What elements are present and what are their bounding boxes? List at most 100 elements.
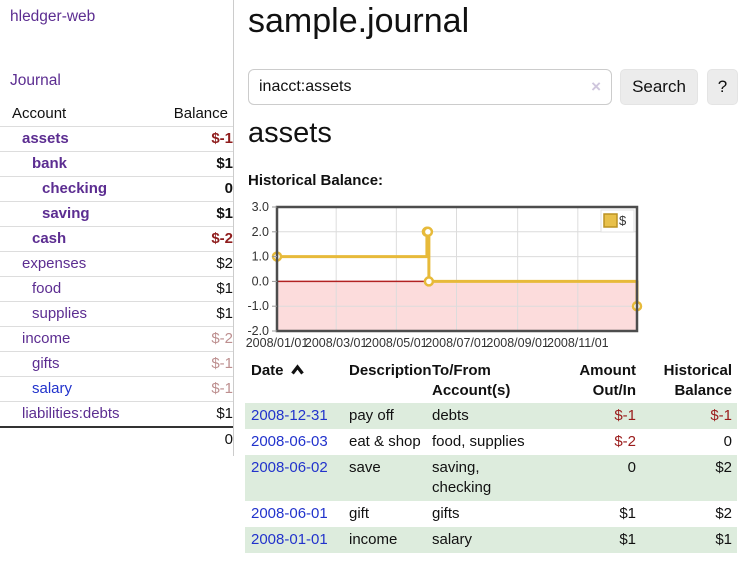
- account-row: expenses $2: [0, 251, 233, 277]
- account-name-cell: checking: [0, 176, 156, 202]
- page-title: sample.journal: [248, 2, 470, 40]
- date-header-label: Date: [251, 362, 284, 379]
- account-balance: $-2: [155, 226, 233, 252]
- account-name-cell: assets: [0, 127, 156, 152]
- account-link[interactable]: expenses: [22, 255, 87, 272]
- account-link[interactable]: checking: [42, 180, 108, 197]
- account-link[interactable]: supplies: [32, 305, 88, 322]
- svg-text:2008/05/01: 2008/05/01: [365, 336, 428, 350]
- transaction-date-cell: 2008-06-03: [245, 429, 345, 455]
- account-link[interactable]: bank: [32, 155, 68, 172]
- transaction-balance: $2: [715, 505, 732, 522]
- account-row: supplies $1: [0, 301, 233, 327]
- account-row: food $1: [0, 276, 233, 302]
- svg-text:-1.0: -1.0: [247, 299, 269, 313]
- transaction-row: 2008-06-01 gift gifts $1 $2: [245, 501, 737, 527]
- search-input-wrap: ×: [248, 69, 612, 105]
- account-name-cell: supplies: [0, 301, 156, 327]
- account-link[interactable]: liabilities:debts: [22, 405, 120, 422]
- column-header-accounts: To/From Account(s): [432, 362, 511, 399]
- accounts-table-body: assets $-1 bank $1 checking 0 saving $1 cash $-2 e…: [0, 127, 233, 427]
- accounts-total-value: 0: [155, 426, 233, 452]
- register-table-body: 2008-12-31 pay off debts $-1 $-1 2008-06-03 ea…: [245, 403, 737, 553]
- account-row: assets $-1: [0, 127, 233, 152]
- transaction-date-link[interactable]: 2008-06-03: [251, 433, 328, 450]
- transaction-accounts: debts: [432, 407, 469, 424]
- transaction-date-link[interactable]: 2008-01-01: [251, 531, 328, 548]
- account-row: gifts $-1: [0, 351, 233, 377]
- account-balance: $1: [155, 276, 233, 302]
- register-header-row: Date Description To/From Account(s) Amou…: [245, 359, 737, 403]
- account-link[interactable]: salary: [32, 380, 73, 397]
- transaction-row: 2008-01-01 income salary $1 $1: [245, 527, 737, 553]
- account-name-cell: gifts: [0, 351, 156, 377]
- account-balance: $1: [155, 151, 233, 177]
- account-link[interactable]: income: [22, 330, 71, 347]
- column-header-balance: Historical Balance: [663, 362, 732, 399]
- help-button[interactable]: ?: [707, 69, 738, 105]
- transaction-date-link[interactable]: 2008-06-02: [251, 459, 328, 476]
- transaction-date-link[interactable]: 2008-12-31: [251, 407, 328, 424]
- account-row: salary $-1: [0, 376, 233, 402]
- transaction-description: pay off: [349, 407, 394, 424]
- transaction-balance: $2: [715, 459, 732, 476]
- transaction-accounts: gifts: [432, 505, 460, 522]
- account-name-cell: cash: [0, 226, 156, 252]
- account-balance: $-2: [155, 326, 233, 352]
- svg-text:2008/07/01: 2008/07/01: [425, 336, 488, 350]
- transaction-accounts: saving, checking: [432, 459, 492, 496]
- account-link[interactable]: food: [32, 280, 62, 297]
- transaction-amount: $-2: [614, 433, 636, 450]
- accounts-total-row: 0: [0, 426, 233, 452]
- register-table: Date Description To/From Account(s) Amou…: [245, 359, 737, 553]
- column-header-date[interactable]: Date: [245, 359, 345, 403]
- sidebar: hledger-web Journal Account Balance asse…: [0, 0, 234, 456]
- account-name-cell: liabilities:debts: [0, 401, 156, 427]
- account-link[interactable]: saving: [42, 205, 90, 222]
- transaction-description: income: [349, 531, 398, 548]
- account-balance: 0: [155, 176, 233, 202]
- transaction-accounts: salary: [432, 531, 473, 548]
- account-link[interactable]: assets: [22, 130, 69, 147]
- transaction-date-cell: 2008-01-01: [245, 527, 345, 553]
- column-header-description: Description: [349, 362, 432, 379]
- transaction-amount: $-1: [614, 407, 636, 424]
- account-link[interactable]: cash: [32, 230, 67, 247]
- account-link[interactable]: gifts: [32, 355, 60, 372]
- transaction-description: gift: [349, 505, 370, 522]
- svg-text:2.0: 2.0: [252, 225, 269, 239]
- account-balance: $2: [155, 251, 233, 277]
- accounts-header-balance: Balance: [155, 102, 233, 127]
- search-input[interactable]: [249, 70, 611, 104]
- account-row: bank $1: [0, 151, 233, 177]
- main-content: sample.journal × Search ? assets Histori…: [245, 0, 742, 582]
- column-header-amount: Amount Out/In: [579, 362, 636, 399]
- balance-chart-svg: 3.0 2.0 1.0 0.0 -1.0 -2.02008/01/012008/03/01…: [246, 200, 643, 350]
- account-name-cell: bank: [0, 151, 156, 177]
- transaction-date-cell: 2008-12-31: [245, 403, 345, 429]
- search-button[interactable]: Search: [620, 69, 698, 105]
- account-name-cell: income: [0, 326, 156, 352]
- accounts-total-spacer: [0, 426, 156, 452]
- svg-text:2008/11/01: 2008/11/01: [547, 336, 609, 350]
- sort-ascending-icon: [290, 364, 304, 375]
- historical-balance-chart: 3.0 2.0 1.0 0.0 -1.0 -2.0 2008/01/01 2008/03/01…: [246, 196, 742, 352]
- svg-text:1.0: 1.0: [252, 250, 269, 264]
- account-balance: $-1: [155, 376, 233, 402]
- transaction-balance: $-1: [710, 407, 732, 424]
- sidebar-item-journal[interactable]: Journal: [10, 72, 61, 89]
- account-balance: $1: [155, 201, 233, 227]
- svg-text:$: $: [619, 213, 627, 228]
- transaction-date-link[interactable]: 2008-06-01: [251, 505, 328, 522]
- transaction-description: eat & shop: [349, 433, 421, 450]
- search-bar: × Search ?: [248, 69, 742, 105]
- transaction-date-cell: 2008-06-01: [245, 501, 345, 527]
- account-balance: $1: [155, 401, 233, 427]
- account-balance: $-1: [155, 351, 233, 377]
- app-brand-link[interactable]: hledger-web: [10, 8, 96, 25]
- clear-search-icon[interactable]: ×: [591, 77, 601, 96]
- account-balance: $-1: [211, 130, 233, 147]
- transaction-balance: $1: [715, 531, 732, 548]
- transaction-row: 2008-06-02 save saving, checking 0 $2: [245, 455, 737, 501]
